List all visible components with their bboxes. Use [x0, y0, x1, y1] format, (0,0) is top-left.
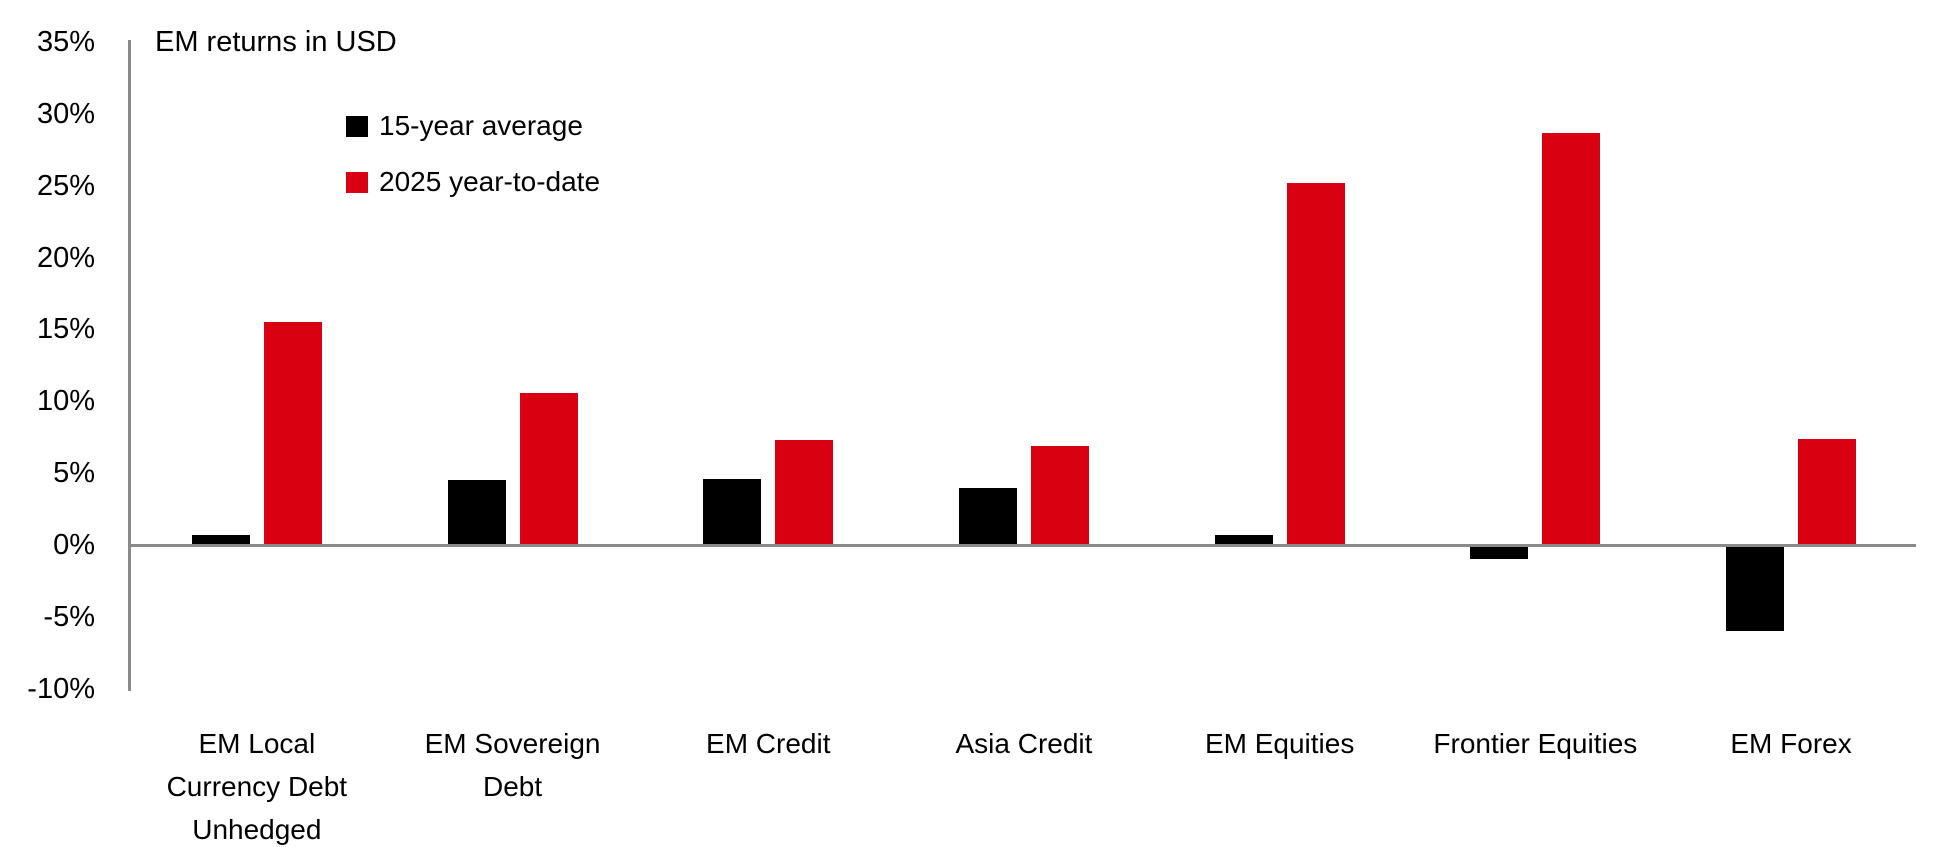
bar-avg-7	[1726, 545, 1785, 632]
bar-avg-3	[703, 478, 762, 545]
bar-ytd-1	[263, 322, 322, 545]
legend-label: 2025 year-to-date	[379, 166, 601, 197]
y-tick-label: 35%	[36, 26, 95, 59]
category-label: EM Equities	[1204, 728, 1355, 759]
legend-swatch-black-icon	[346, 115, 368, 137]
y-tick-label: 0%	[53, 529, 95, 561]
y-tick-label: 30%	[36, 97, 95, 130]
bar-ytd-5	[1286, 182, 1345, 545]
category-label: EM Local Currency Debt Unhedged	[166, 728, 348, 845]
y-tick-label: -5%	[43, 600, 95, 633]
bar-ytd-6	[1542, 132, 1601, 545]
bar-ytd-3	[775, 440, 834, 545]
bar-avg-4	[958, 487, 1017, 545]
y-tick-label: 20%	[36, 241, 95, 274]
chart-title: EM returns in USD	[155, 26, 397, 58]
category-label: EM Credit	[706, 728, 831, 759]
bar-ytd-2	[519, 392, 578, 545]
category-label: EM Forex	[1730, 728, 1852, 759]
category-label: Frontier Equities	[1433, 728, 1638, 759]
legend-item-2025-ytd: 2025 year-to-date	[346, 165, 600, 199]
y-tick-label: 10%	[36, 385, 95, 418]
legend-swatch-red-icon	[346, 171, 368, 193]
legend: 15-year average 2025 year-to-date	[346, 109, 600, 221]
category-label: Asia Credit	[955, 728, 1093, 759]
legend-item-15-year-average: 15-year average	[346, 109, 600, 143]
y-tick-label: 15%	[36, 313, 95, 346]
legend-label: 15-year average	[379, 110, 583, 141]
zero-baseline	[127, 543, 1916, 547]
bar-avg-5	[1214, 534, 1273, 545]
y-tick-label: 25%	[36, 169, 95, 202]
bar-ytd-4	[1030, 445, 1089, 545]
y-tick-label: -10%	[27, 672, 95, 705]
bar-avg-1	[191, 534, 250, 545]
bar-ytd-7	[1798, 438, 1857, 545]
bar-avg-6	[1470, 545, 1529, 560]
y-axis-line	[127, 40, 131, 691]
y-tick-label: 5%	[53, 457, 95, 490]
category-label: EM Sovereign Debt	[424, 728, 601, 802]
bar-avg-2	[447, 480, 506, 545]
